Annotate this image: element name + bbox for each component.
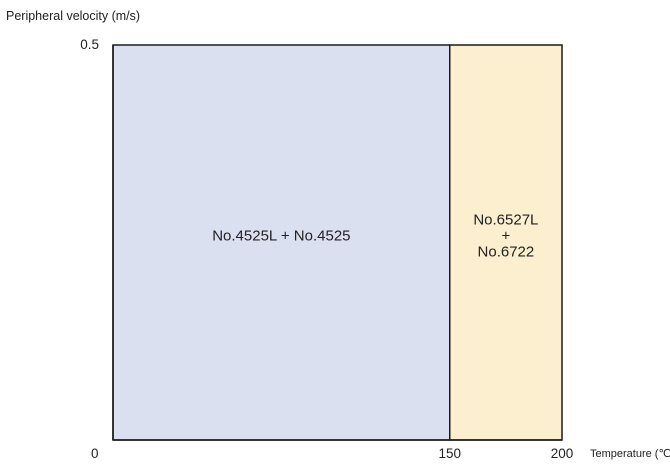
region-0: [112, 44, 451, 441]
ticks-layer: 0 150 200 0.5: [80, 37, 573, 461]
axes-layer: [112, 45, 562, 441]
y-tick-label-0.5: 0.5: [80, 37, 99, 52]
x-tick-label-150: 150: [438, 446, 461, 461]
region-1-label-line-2: No.6722: [478, 244, 535, 261]
regions-layer: No.4525L + No.4525 No.6527L+No.6722: [112, 44, 563, 441]
region-0-label-line-0: No.4525L + No.4525: [212, 228, 350, 245]
region-1: [449, 44, 563, 441]
y-axis-title: Peripheral velocity (m/s): [6, 9, 140, 23]
x-tick-label-200: 200: [551, 446, 574, 461]
region-1-label-line-1: +: [501, 228, 510, 245]
region-1-label-line-0: No.6527L: [473, 212, 538, 229]
x-tick-label-0: 0: [91, 446, 99, 461]
x-axis-title: Temperature (℃): [590, 448, 670, 460]
